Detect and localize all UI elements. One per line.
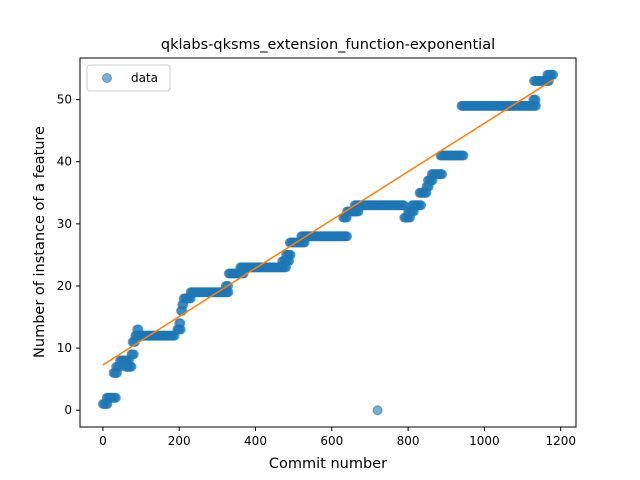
data-point-383 <box>458 150 469 161</box>
y-tick-label-10: 10 <box>57 341 72 355</box>
x-axis-label: Commit number <box>269 456 387 472</box>
y-tick-label-0: 0 <box>64 403 72 417</box>
x-tick-label-200: 200 <box>168 434 191 448</box>
legend: data <box>86 64 171 92</box>
data-point-337 <box>416 200 427 211</box>
x-tick-label-1000: 1000 <box>469 434 500 448</box>
x-tick-label-800: 800 <box>397 434 420 448</box>
data-point-255 <box>342 231 353 242</box>
legend-box <box>86 64 171 92</box>
y-axis-label: Number of instance of a feature <box>32 126 48 358</box>
x-axis-ticks: 0 200 400 600 800 1000 1200 <box>99 427 576 448</box>
fit-line <box>102 79 554 366</box>
y-axis-ticks: 0 10 20 30 40 50 <box>57 93 80 417</box>
x-tick-label-600: 600 <box>320 434 343 448</box>
data-point-39 <box>128 349 139 360</box>
x-tick-label-400: 400 <box>244 434 267 448</box>
fit-line-layer <box>102 79 554 366</box>
chart-title: qklabs-qksms_extension_function-exponent… <box>161 37 495 53</box>
legend-marker <box>102 73 112 83</box>
y-tick-label-30: 30 <box>57 217 72 231</box>
data-point-13 <box>110 392 121 403</box>
y-tick-label-40: 40 <box>57 155 72 169</box>
x-tick-label-1200: 1200 <box>545 434 576 448</box>
data-point-362 <box>437 169 448 180</box>
data-point-200 <box>285 249 296 260</box>
data-point-472 <box>548 69 559 80</box>
data-point-473 <box>372 405 383 416</box>
plot-frame <box>79 57 577 428</box>
y-tick-label-20: 20 <box>57 279 72 293</box>
y-tick-label-50: 50 <box>57 93 72 107</box>
legend-label-data: data <box>131 71 158 85</box>
x-tick-label-0: 0 <box>99 434 107 448</box>
data-point-452 <box>530 94 541 105</box>
data-point-85 <box>175 318 186 329</box>
